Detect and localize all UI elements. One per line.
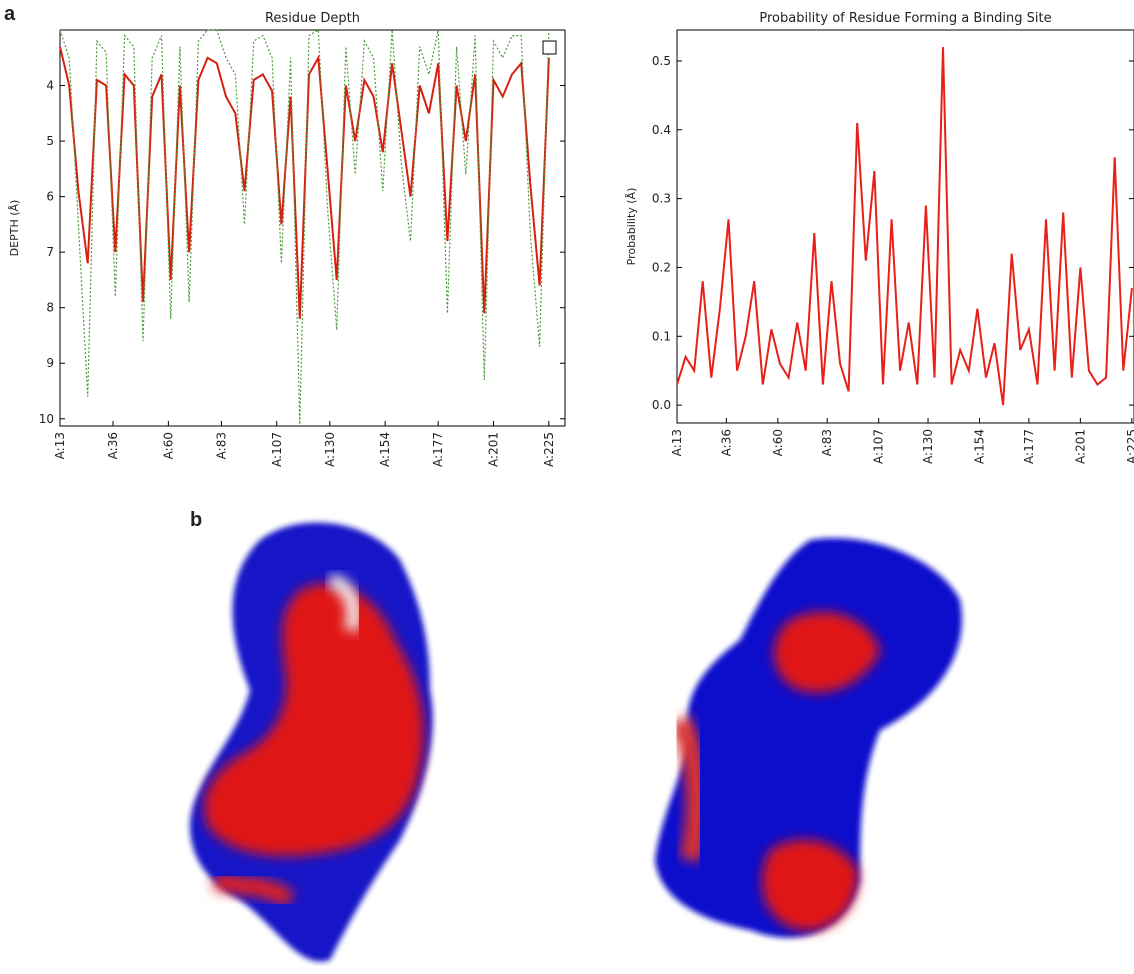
x-tick-label: A:177 bbox=[431, 432, 445, 467]
chart-title: Residue Depth bbox=[265, 11, 360, 26]
panel-label: b bbox=[190, 509, 202, 531]
x-tick-label: A:60 bbox=[771, 429, 785, 456]
y-tick-label: 0.2 bbox=[652, 260, 671, 274]
x-tick-label: A:36 bbox=[106, 432, 120, 459]
x-tick-label: A:13 bbox=[670, 429, 684, 456]
protein-surface bbox=[655, 538, 962, 938]
x-tick-label: A:13 bbox=[53, 432, 67, 459]
x-tick-label: A:83 bbox=[214, 432, 228, 459]
x-tick-label: A:130 bbox=[323, 432, 337, 467]
y-tick-label: 5 bbox=[46, 134, 54, 148]
y-tick-label: 6 bbox=[46, 190, 54, 204]
y-tick-label: 10 bbox=[39, 412, 54, 426]
y-tick-label: 0.4 bbox=[652, 123, 671, 137]
y-tick-label: 7 bbox=[46, 245, 54, 259]
x-tick-label: A:83 bbox=[820, 429, 834, 456]
plot-frame bbox=[59, 29, 566, 427]
y-axis-label: Probability (Å) bbox=[625, 188, 638, 266]
x-tick-label: A:154 bbox=[973, 429, 987, 464]
x-tick-label: A:225 bbox=[1125, 429, 1134, 464]
x-tick-label: A:130 bbox=[921, 429, 935, 464]
plot-frame bbox=[676, 29, 1134, 424]
y-tick-label: 8 bbox=[46, 301, 54, 315]
data-line bbox=[676, 47, 1133, 406]
chart-title: Probability of Residue Forming a Binding… bbox=[759, 11, 1051, 26]
x-tick-label: A:107 bbox=[270, 432, 284, 467]
y-tick-label: 0.5 bbox=[652, 54, 671, 68]
x-tick-label: A:177 bbox=[1022, 429, 1036, 464]
x-tick-label: A:154 bbox=[378, 432, 392, 467]
y-tick-label: 0.3 bbox=[652, 192, 671, 206]
y-tick-label: 0.1 bbox=[652, 329, 671, 343]
protein-surface bbox=[190, 522, 433, 962]
y-tick-label: 0.0 bbox=[652, 398, 671, 412]
data-line bbox=[59, 46, 550, 319]
x-tick-label: A:201 bbox=[1073, 429, 1087, 464]
x-tick-label: A:225 bbox=[542, 432, 556, 467]
x-tick-label: A:107 bbox=[872, 429, 886, 464]
y-tick-label: 4 bbox=[46, 79, 54, 93]
legend-box bbox=[542, 40, 557, 55]
x-tick-label: A:36 bbox=[719, 429, 733, 456]
panel-label: a bbox=[4, 3, 16, 25]
data-line bbox=[59, 28, 550, 425]
x-tick-label: A:60 bbox=[161, 432, 175, 459]
x-tick-label: A:201 bbox=[487, 432, 501, 467]
y-tick-label: 9 bbox=[46, 356, 54, 370]
y-axis-label: DEPTH (Å) bbox=[8, 200, 21, 257]
